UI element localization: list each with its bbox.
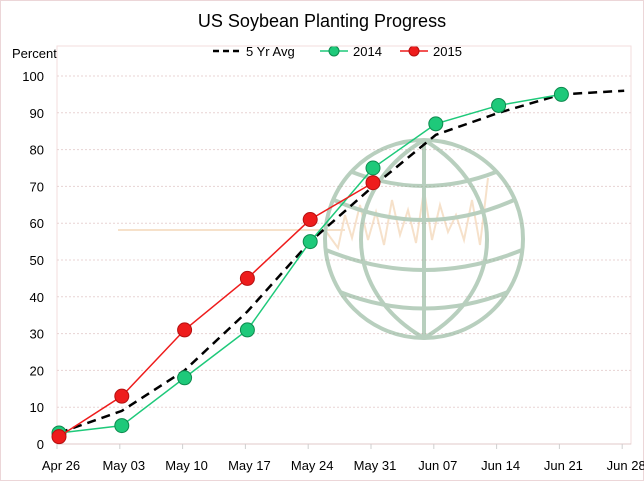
data-point-2014 <box>491 97 507 113</box>
data-point-2014 <box>365 160 381 176</box>
y-tick-label: 30 <box>30 327 44 342</box>
x-tick-label: Jun 28 <box>607 458 644 473</box>
globe-watermark-icon <box>118 138 525 340</box>
y-tick-label: 90 <box>30 106 44 121</box>
y-tick-label: 80 <box>30 143 44 158</box>
legend-marker <box>408 45 420 57</box>
series-line-5-yr-avg <box>58 89 625 435</box>
y-tick-label: 10 <box>30 400 44 415</box>
chart-title: US Soybean Planting Progress <box>198 11 446 31</box>
y-tick-label: 20 <box>30 363 44 378</box>
legend-label: 2015 <box>433 44 462 59</box>
legend-label: 5 Yr Avg <box>246 44 295 59</box>
data-point-2014 <box>177 370 193 386</box>
data-point-2015 <box>239 270 255 286</box>
legend-marker <box>328 45 340 57</box>
x-tick-label: May 24 <box>291 458 334 473</box>
x-tick-label: May 17 <box>228 458 271 473</box>
x-tick-label: May 31 <box>354 458 397 473</box>
data-point-2014 <box>239 322 255 338</box>
data-point-2014 <box>302 234 318 250</box>
x-tick-label: May 03 <box>102 458 145 473</box>
plot-area <box>56 45 632 445</box>
y-axis-label: Percent <box>12 46 57 61</box>
x-tick-label: Jun 21 <box>544 458 583 473</box>
data-point-2014 <box>428 116 444 132</box>
legend: 5 Yr Avg 2014 2015 <box>213 44 462 59</box>
x-tick-label: Apr 26 <box>42 458 80 473</box>
y-tick-label: 50 <box>30 253 44 268</box>
gridlines <box>56 45 632 445</box>
legend-label: 2014 <box>353 44 382 59</box>
data-point-2014 <box>114 418 130 434</box>
data-point-2015 <box>114 388 130 404</box>
x-tick-label: Jun 14 <box>481 458 520 473</box>
y-tick-label: 0 <box>37 437 44 452</box>
y-tick-label: 60 <box>30 216 44 231</box>
y-tick-label: 40 <box>30 290 44 305</box>
series-lines <box>51 86 625 445</box>
data-point-2015 <box>177 322 193 338</box>
axes: 0 10 20 30 40 50 60 70 80 90 100 Apr 26 May 03 May 10… <box>22 69 644 473</box>
data-point-2014 <box>553 86 569 102</box>
x-tick-label: May 10 <box>165 458 208 473</box>
x-tick-label: Jun 07 <box>418 458 457 473</box>
data-point-2015 <box>51 429 67 445</box>
y-tick-label: 70 <box>30 179 44 194</box>
data-point-2015 <box>302 212 318 228</box>
y-tick-label: 100 <box>22 69 44 84</box>
series-line-2015 <box>58 182 374 438</box>
data-point-2015 <box>365 175 381 191</box>
